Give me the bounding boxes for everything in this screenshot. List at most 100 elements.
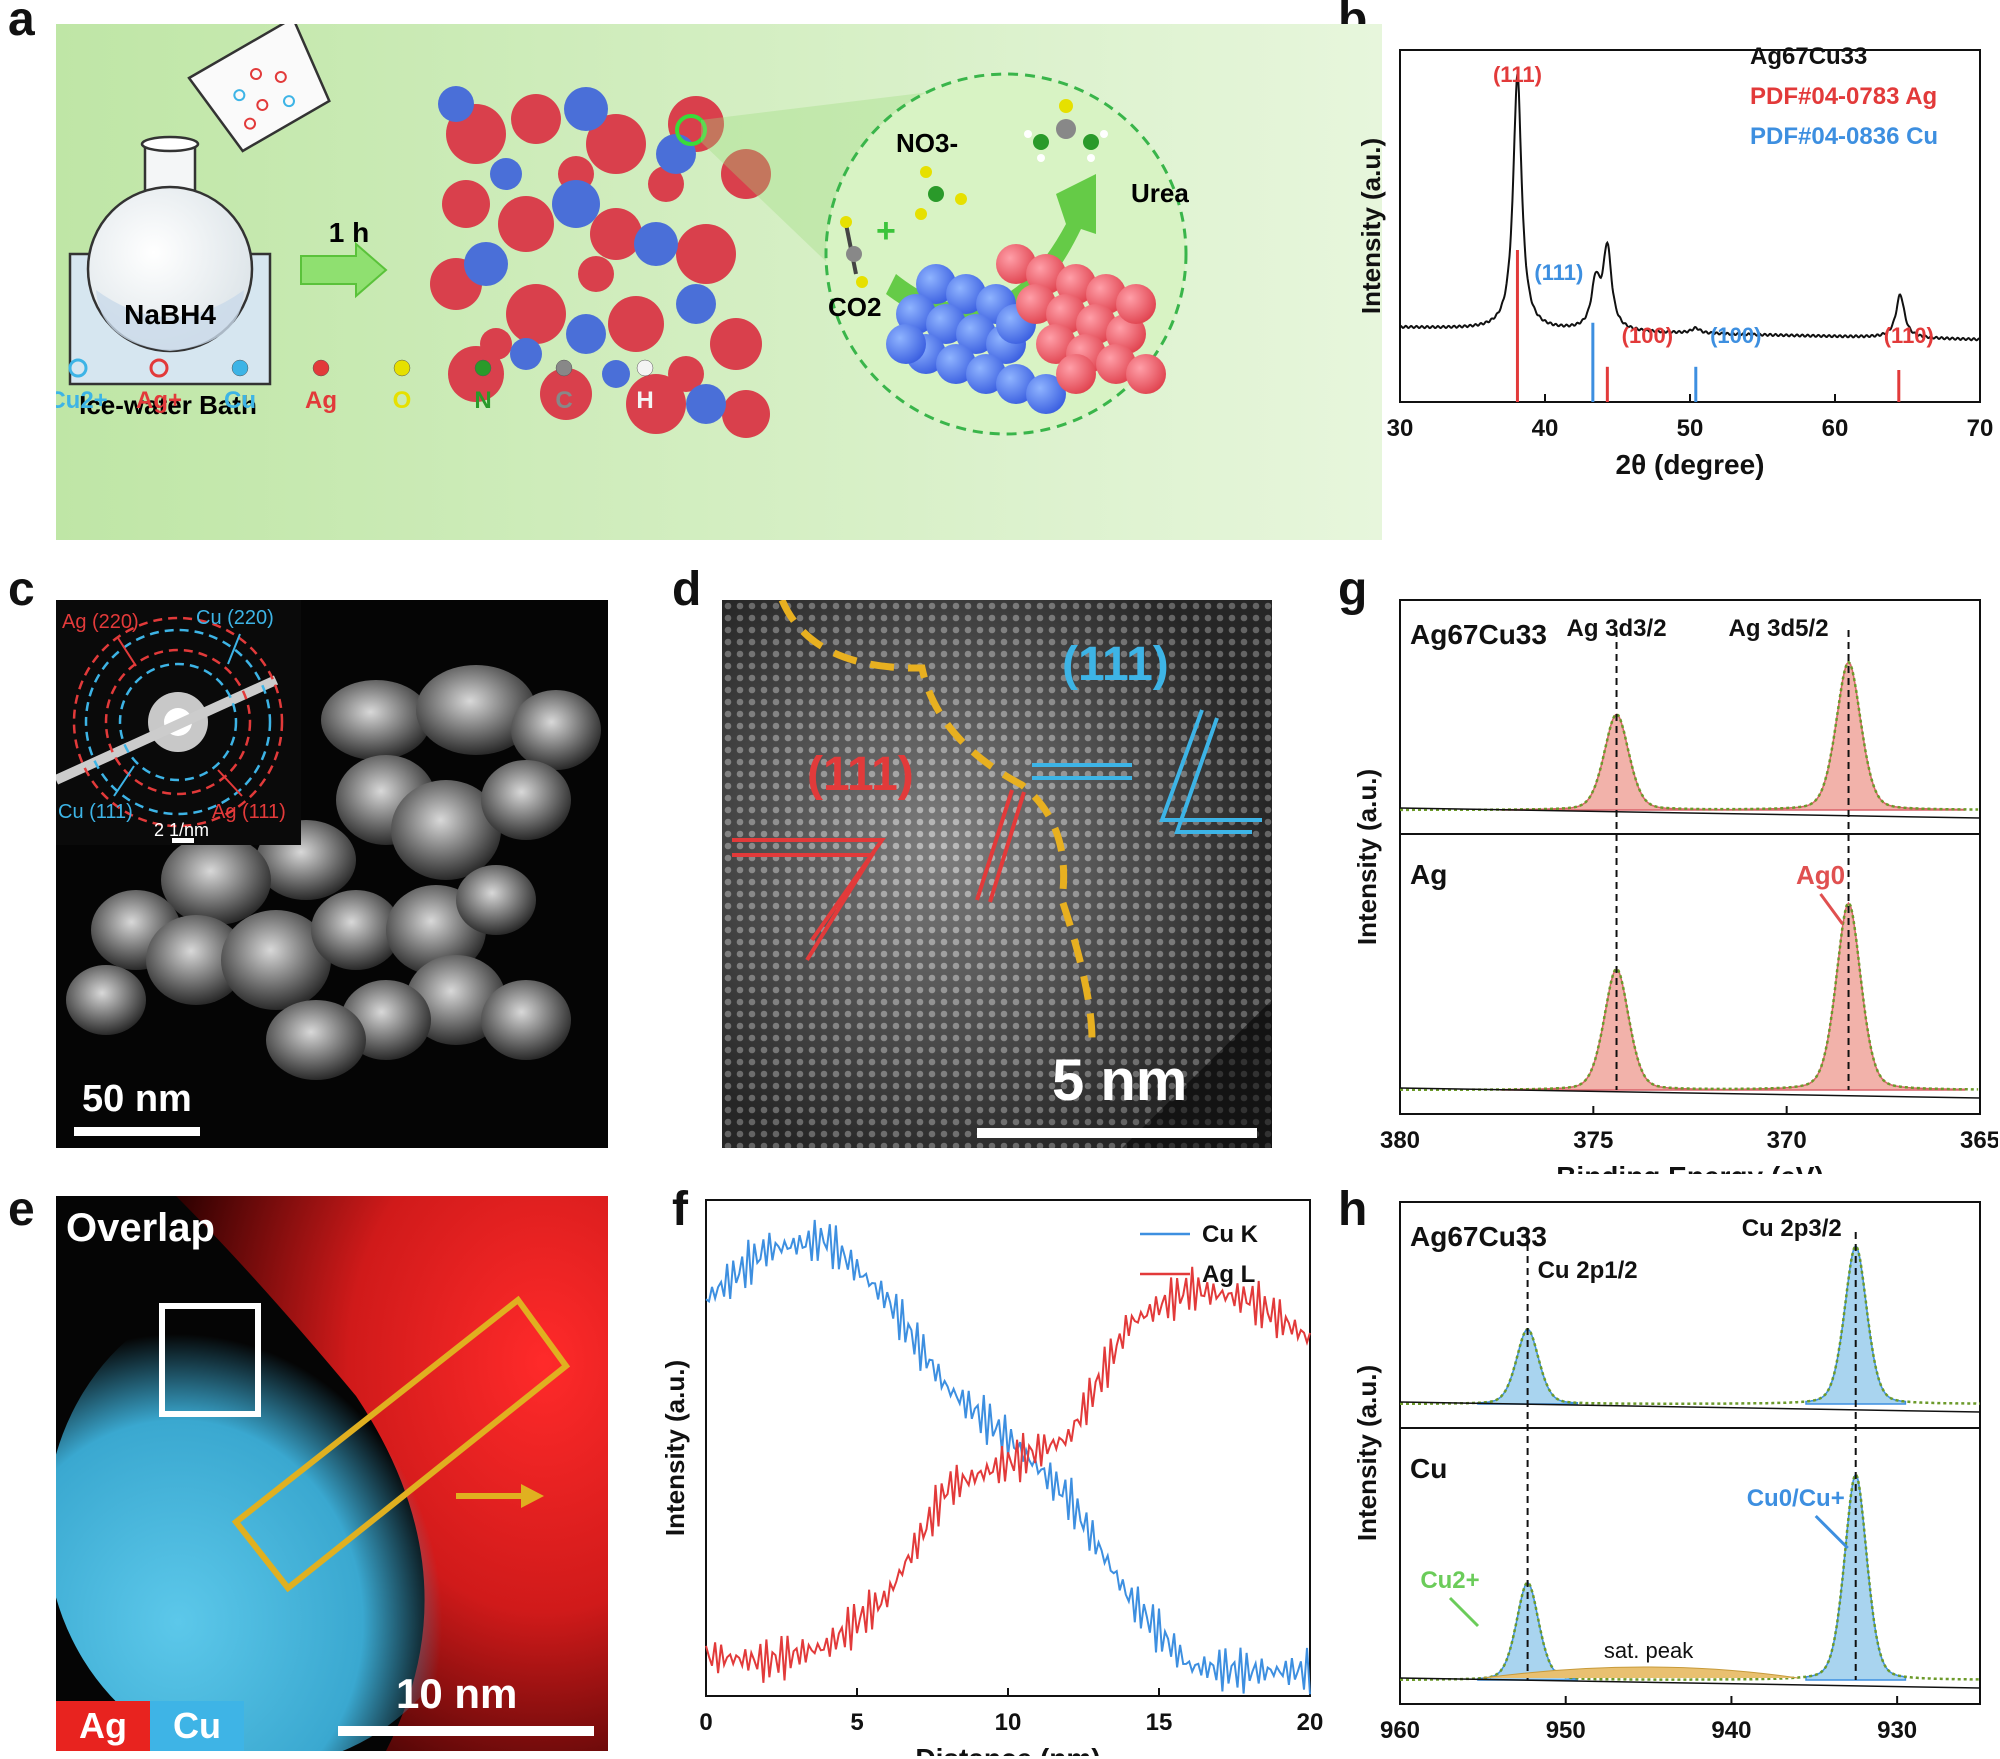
legend-atom-marker: [231, 359, 249, 377]
sample-label: Cu: [1410, 1453, 1447, 1484]
x-tick-label: 370: [1767, 1127, 1807, 1154]
annotation-arrow: [1814, 1514, 1849, 1550]
legend-atom-marker: [555, 359, 573, 377]
x-tick-label: 40: [1532, 415, 1559, 442]
scale-bar-e: [338, 1726, 594, 1736]
haadf-stem-image: Ag (220) Cu (220) Cu (111) Ag (111) 2 1/…: [56, 600, 608, 1148]
y-axis-label: Intensity (a.u.): [1352, 769, 1382, 945]
x-tick-label: 5: [850, 1709, 863, 1736]
eds-map-render: [56, 1196, 608, 1751]
x-tick-label: 10: [995, 1709, 1022, 1736]
peak-label: Ag 3d5/2: [1729, 615, 1829, 642]
scale-label-e: 10 nm: [396, 1670, 518, 1717]
panel-letter-f: f: [672, 1183, 688, 1236]
x-axis-label: Binding Energy (eV): [1556, 1751, 1824, 1756]
peak-label-ag111: (111): [1493, 62, 1542, 87]
line-scan-ag_l: [705, 1266, 1311, 1683]
no3-molecule-icon: [915, 166, 967, 220]
chart-f-linescan: 0 5 10 15 20 Distance (nm) Intensity (a.u.) Cu …: [660, 1199, 1323, 1756]
co2-label: CO2: [828, 292, 881, 322]
saed-ag111-label: Ag (111): [212, 801, 286, 823]
panel-a-schematic: NaBH4 Ice-water Bath 1 h NO3-: [56, 24, 1382, 540]
particles-render: [66, 665, 601, 1080]
legend-entry: PDF#04-0836 Cu: [1750, 123, 1938, 150]
plot-frame: [1399, 599, 1981, 1115]
y-axis-label: Intensity (a.u.): [660, 1360, 690, 1536]
peak-label-ag110: (110): [1884, 323, 1934, 348]
grain-boundary: [778, 600, 1096, 1041]
chart-h-xps-cu: 960 950 940 930 Binding Energy (eV) Intensity…: [1352, 1201, 1981, 1756]
chart-b-xrd: 30 40 50 60 70 2θ (degree) Intensity (a.u.) (11…: [1356, 43, 1994, 480]
urea-molecule-icon: [1024, 99, 1108, 162]
x-tick-label: 15: [1146, 1709, 1173, 1736]
saed-inset: Ag (220) Cu (220) Cu (111) Ag (111) 2 1/…: [56, 600, 301, 845]
x-tick-label: 380: [1380, 1127, 1420, 1154]
x-tick-label: 940: [1711, 1717, 1751, 1744]
legend-atom-marker: [474, 359, 492, 377]
bath-label: Ice-water Bath: [79, 390, 257, 420]
panel-letter-h: h: [1338, 1183, 1368, 1236]
legend-label: H: [636, 387, 653, 414]
legend-label: Ag: [305, 387, 337, 414]
peak-label-cu111: (111): [1534, 260, 1583, 285]
panel-letter-a: a: [8, 0, 35, 46]
scale-label-d: 5 nm: [1052, 1048, 1187, 1113]
peak-label: Cu 2p1/2: [1538, 1257, 1638, 1284]
y-axis-label: Intensity (a.u.): [1356, 138, 1386, 314]
x-tick-label: 50: [1677, 415, 1704, 442]
envelope-curve: [1400, 1473, 1980, 1681]
legend-atom-marker: [636, 359, 654, 377]
peak-label-ag0: Ag0: [1796, 860, 1845, 890]
co2-molecule-icon: [840, 216, 868, 288]
x-tick-label: 375: [1573, 1127, 1613, 1154]
legend-entry: Ag67Cu33: [1750, 43, 1867, 70]
x-axis-label: 2θ (degree): [1616, 449, 1765, 480]
sample-label: Ag67Cu33: [1410, 619, 1547, 650]
panel-a-legend: Cu2+ Ag+ Cu Ag O N C H: [56, 358, 654, 414]
lattice-render: (111) (111) 5 nm: [722, 600, 1272, 1148]
selected-region-box: [159, 1303, 261, 1417]
x-tick-label: 30: [1387, 415, 1414, 442]
saed-cu111-label: Cu (111): [58, 801, 133, 823]
legend-label: O: [393, 387, 412, 414]
nabh4-label: NaBH4: [124, 299, 216, 330]
porous-agcu-network: [430, 86, 771, 438]
peak-label-ag100: (100): [1622, 323, 1673, 348]
panel-letter-e: e: [8, 1183, 35, 1236]
annotation-arrow: [1819, 893, 1844, 925]
legend-atom-marker: [312, 359, 330, 377]
background-line: [1399, 807, 1981, 819]
background-line: [1399, 1087, 1981, 1099]
x-tick-label: 930: [1877, 1717, 1917, 1744]
background-line: [1399, 1677, 1981, 1689]
legend-label: Cu: [224, 387, 256, 414]
legend-ag-chip: Ag: [56, 1701, 150, 1751]
x-tick-label: 60: [1822, 415, 1849, 442]
time-label: 1 h: [329, 217, 369, 248]
conversion-arrow: [886, 174, 1096, 328]
envelope-curve: [1400, 660, 1979, 812]
scale-label-c: 50 nm: [82, 1078, 192, 1120]
chart-g-xps-ag: 380 375 370 365 Binding Energy (eV) Intensity…: [1352, 599, 1998, 1174]
xrd-curve: [1400, 73, 1981, 342]
peak-label-cu2: Cu2+: [1420, 1567, 1479, 1594]
legend-ion-marker: [68, 358, 88, 378]
overlap-label: Overlap: [66, 1206, 215, 1250]
line-scan-box: [231, 1295, 571, 1593]
eds-map-image: Overlap Ag Cu 10 nm: [56, 1196, 608, 1751]
no3-label: NO3-: [896, 128, 958, 158]
x-tick-label: 960: [1380, 1717, 1420, 1744]
sample-label: Ag: [1410, 859, 1447, 890]
background-line: [1399, 1401, 1981, 1413]
legend-ion-marker: [149, 358, 169, 378]
saed-cu220-label: Cu (220): [196, 607, 274, 629]
x-tick-label: 70: [1967, 415, 1994, 442]
sample-label: Ag67Cu33: [1410, 1221, 1547, 1252]
peak-label-cu01: Cu0/Cu+: [1747, 1485, 1845, 1512]
legend-cu-chip: Cu: [150, 1701, 244, 1751]
scale-bar-c: [74, 1127, 200, 1136]
legend-label: C: [555, 387, 572, 414]
legend-entry: PDF#04-0783 Ag: [1750, 83, 1937, 110]
satellite-peak: [1482, 1666, 1798, 1679]
y-axis-label: Intensity (a.u.): [1352, 1365, 1382, 1541]
